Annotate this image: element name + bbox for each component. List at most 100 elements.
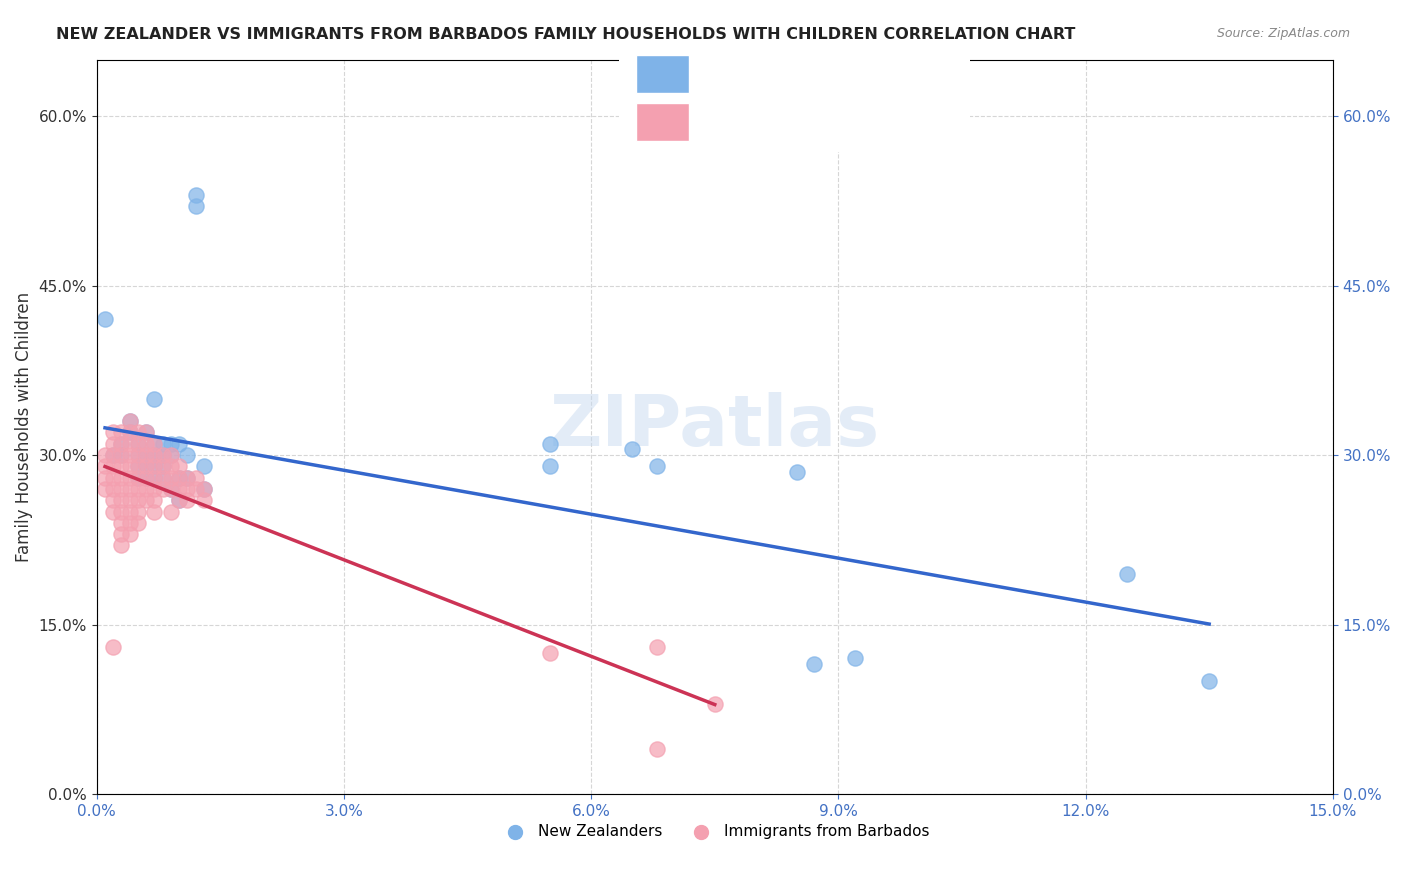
Point: [103, 459, 125, 474]
Point: [110, 448, 132, 462]
Text: ZIPatlas: ZIPatlas: [550, 392, 880, 461]
Point: [118, 414, 141, 428]
Point: [110, 527, 132, 541]
Text: R = -0.398   N = 84: R = -0.398 N = 84: [703, 114, 866, 129]
Point: [94, 312, 117, 326]
Point: [167, 493, 190, 508]
Point: [127, 482, 149, 496]
Point: [94, 448, 117, 462]
Point: [103, 436, 125, 450]
Point: [143, 436, 166, 450]
Point: [103, 425, 125, 440]
Bar: [637, 55, 689, 93]
Point: [94, 459, 117, 474]
Point: [160, 448, 183, 462]
Point: [110, 516, 132, 530]
Point: [1115, 566, 1137, 581]
Point: [118, 459, 141, 474]
Point: [103, 640, 125, 654]
Point: [94, 482, 117, 496]
Point: [143, 482, 166, 496]
Text: NEW ZEALANDER VS IMMIGRANTS FROM BARBADOS FAMILY HOUSEHOLDS WITH CHILDREN CORREL: NEW ZEALANDER VS IMMIGRANTS FROM BARBADO…: [56, 27, 1076, 42]
Point: [538, 646, 561, 660]
Point: [127, 459, 149, 474]
Point: [143, 448, 166, 462]
Point: [127, 470, 149, 484]
Point: [110, 493, 132, 508]
Point: [118, 504, 141, 518]
Point: [152, 436, 174, 450]
Point: [160, 470, 183, 484]
Point: [118, 414, 141, 428]
Point: [143, 470, 166, 484]
Point: [135, 470, 157, 484]
Point: [135, 470, 157, 484]
Bar: [637, 103, 689, 141]
Point: [152, 482, 174, 496]
Point: [127, 504, 149, 518]
Point: [538, 436, 561, 450]
Point: [786, 465, 808, 479]
Point: [160, 482, 183, 496]
Point: [193, 482, 215, 496]
Point: [118, 527, 141, 541]
Point: [143, 392, 166, 406]
Point: [193, 493, 215, 508]
Point: [103, 448, 125, 462]
Point: [176, 482, 198, 496]
Point: [127, 425, 149, 440]
Point: [118, 482, 141, 496]
Point: [160, 448, 183, 462]
Point: [127, 436, 149, 450]
Point: [118, 436, 141, 450]
Point: [193, 482, 215, 496]
Text: Source: ZipAtlas.com: Source: ZipAtlas.com: [1216, 27, 1350, 40]
Point: [645, 741, 668, 756]
Point: [621, 442, 644, 457]
Point: [152, 470, 174, 484]
Point: [143, 448, 166, 462]
Point: [160, 482, 183, 496]
Point: [110, 436, 132, 450]
Point: [184, 199, 207, 213]
Point: [127, 448, 149, 462]
Point: [143, 504, 166, 518]
Point: [143, 436, 166, 450]
Point: [844, 651, 866, 665]
Point: [135, 436, 157, 450]
Point: [103, 448, 125, 462]
Point: [193, 459, 215, 474]
Point: [127, 436, 149, 450]
Point: [127, 459, 149, 474]
Point: [110, 436, 132, 450]
Point: [160, 459, 183, 474]
Point: [103, 493, 125, 508]
Point: [135, 459, 157, 474]
Point: [167, 482, 190, 496]
Point: [94, 470, 117, 484]
Point: [143, 459, 166, 474]
Point: [135, 425, 157, 440]
Point: [176, 493, 198, 508]
Point: [127, 493, 149, 508]
Point: [110, 504, 132, 518]
Point: [127, 470, 149, 484]
Point: [184, 482, 207, 496]
Point: [176, 448, 198, 462]
Point: [176, 470, 198, 484]
Point: [167, 470, 190, 484]
Point: [118, 448, 141, 462]
Point: [1198, 673, 1220, 688]
Point: [110, 538, 132, 552]
FancyBboxPatch shape: [612, 43, 977, 153]
Point: [110, 470, 132, 484]
Legend: New Zealanders, Immigrants from Barbados: New Zealanders, Immigrants from Barbados: [494, 818, 935, 845]
Point: [152, 448, 174, 462]
Point: [135, 448, 157, 462]
Point: [152, 470, 174, 484]
Point: [110, 425, 132, 440]
Point: [167, 436, 190, 450]
Point: [103, 470, 125, 484]
Point: [167, 470, 190, 484]
Point: [135, 493, 157, 508]
